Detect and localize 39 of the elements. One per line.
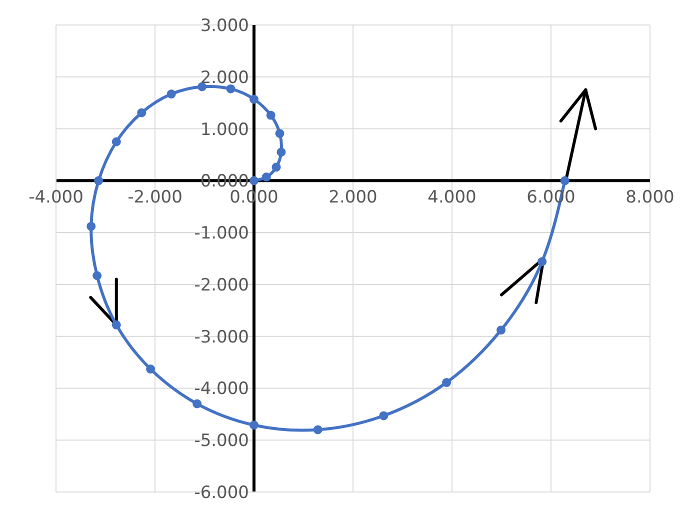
- point: [250, 420, 258, 430]
- point: [112, 137, 121, 146]
- y-tick-label: 1.000: [200, 120, 249, 140]
- point: [198, 82, 207, 92]
- x-tick-label: 4.000: [428, 188, 476, 208]
- y-tick-label: -6.000: [194, 483, 249, 503]
- point: [192, 399, 202, 408]
- y-tick-label: 3.000: [200, 16, 249, 36]
- point: [94, 176, 104, 186]
- point: [226, 84, 236, 94]
- point: [275, 128, 284, 138]
- y-tick-label: -5.000: [194, 431, 249, 452]
- point: [92, 271, 102, 280]
- y-tick-label: -3.000: [194, 327, 249, 348]
- point: [166, 90, 176, 99]
- point: [137, 108, 146, 118]
- x-tick-label: -2.000: [128, 188, 182, 208]
- point: [313, 425, 322, 434]
- x-tick-label: 2.000: [328, 188, 378, 208]
- y-tick-label: 2.000: [200, 68, 249, 88]
- y-tick-label: -2.000: [194, 275, 249, 296]
- point: [86, 222, 96, 231]
- point: [442, 378, 452, 388]
- point: [112, 320, 121, 330]
- point: [496, 326, 506, 335]
- point: [262, 172, 271, 182]
- point: [272, 162, 281, 172]
- point: [379, 411, 388, 420]
- point: [146, 364, 156, 374]
- point: [560, 176, 570, 186]
- point: [250, 94, 258, 104]
- point: [266, 110, 276, 120]
- y-tick-label: -1.000: [194, 224, 249, 244]
- point: [250, 176, 258, 186]
- point: [276, 148, 286, 157]
- point: [538, 257, 547, 266]
- x-tick-label: -4.000: [28, 188, 84, 208]
- x-tick-label: 8.000: [626, 188, 674, 208]
- y-tick-label: -4.000: [194, 379, 249, 400]
